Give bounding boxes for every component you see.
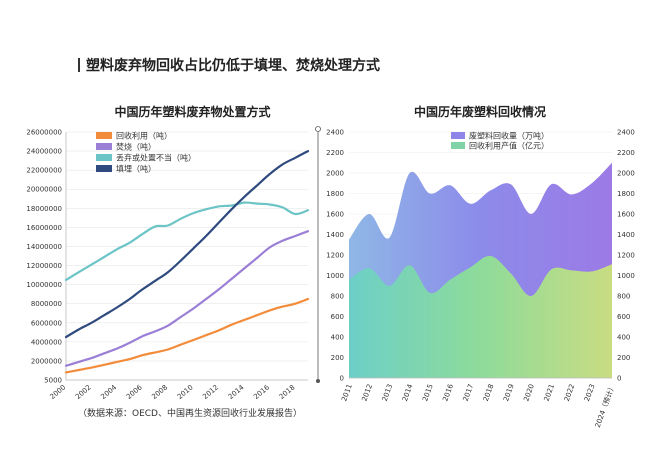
- chart2-y-left-tick-label: 1200: [326, 252, 344, 260]
- chart2-x-tick-label: 2023: [583, 383, 597, 402]
- chart2-y-right-tick-label: 0: [617, 375, 621, 383]
- page-title-text: 塑料废弃物回收占比仍低于填埋、焚烧处理方式: [86, 58, 380, 74]
- title-bar-decoration: [78, 58, 80, 72]
- chart2-y-right-tick-label: 1400: [617, 231, 635, 239]
- chart2-y-left-tick-label: 2200: [326, 149, 344, 157]
- chart1-y-tick-label: 6000000: [31, 319, 62, 327]
- chart1-legend-swatch-2: [96, 154, 112, 161]
- chart2-area-chart: 0200400600800100012001400160018002000220…: [315, 126, 635, 429]
- chart2-y-left-tick-label: 1400: [326, 231, 344, 239]
- chart2-series-area-1: [349, 255, 612, 378]
- chart1-legend-label-0: 回收利用（吨）: [116, 131, 172, 141]
- chart1-x-tick-label: 2012: [201, 383, 220, 401]
- chart1-legend-swatch-1: [96, 143, 112, 150]
- chart2-y-right-tick-label: 400: [617, 334, 630, 342]
- chart1-legend-label-2: 丢弃或处置不当（吨）: [116, 153, 196, 163]
- chart2-x-tick-label: 2021: [543, 383, 557, 402]
- chart1-legend-label-1: 焚烧（吨）: [116, 142, 156, 152]
- chart2-x-tick-label: 2016: [441, 382, 455, 402]
- chart2-x-tick-label: 2019: [502, 383, 516, 402]
- chart2-legend-swatch-1: [451, 142, 465, 149]
- chart2-x-tick-label: 2017: [462, 383, 476, 402]
- chart1-y-tick-label: 18000000: [26, 205, 62, 213]
- chart2-x-tick-label: 2020: [522, 383, 536, 402]
- chart2-title: 中国历年废塑料回收情况: [413, 105, 546, 119]
- chart1-y-tick-label: 22000000: [26, 167, 62, 175]
- chart2-x-tick-label: 2022: [563, 383, 577, 402]
- chart1-legend-swatch-0: [96, 132, 112, 139]
- chart2-x-tick-label: 2012: [360, 383, 374, 402]
- chart2-x-tick-label: 2018: [482, 383, 496, 402]
- chart2-y-left-tick-label: 200: [331, 354, 344, 362]
- chart1-x-tick-label: 2016: [252, 383, 271, 401]
- chart1-x-tick-label: 2014: [227, 383, 246, 401]
- chart1-series-line-2: [64, 201, 310, 281]
- chart1-x-tick-label: 2004: [99, 383, 118, 401]
- page-title: 塑料废弃物回收占比仍低于填埋、焚烧处理方式: [78, 55, 380, 75]
- chart1-x-tick-label: 2000: [48, 383, 67, 401]
- chart2-legend-swatch-0: [451, 132, 465, 139]
- chart2-y-left-tick-label: 1000: [326, 272, 344, 280]
- chart2-y-left-tick-label: 0: [340, 375, 344, 383]
- chart1-y-tick-label: 5000: [44, 377, 62, 385]
- chart1-y-tick-label: 16000000: [26, 224, 62, 232]
- chart1-line-chart: 5000 2000000 4000000 6000000 8000000 10000000…: [26, 129, 310, 401]
- chart2-legend-label-0: 废塑料回收量（万吨）: [469, 131, 549, 141]
- chart2-x-tick-label: 2013: [381, 383, 395, 402]
- chart2-y-left-tick-label: 800: [331, 293, 344, 301]
- chart1-x-tick-label: 2008: [150, 383, 169, 401]
- chart2-y-right-tick-label: 600: [617, 313, 630, 321]
- chart2-y-right-tick-label: 2000: [617, 170, 635, 178]
- chart2-y-left-tick-label: 400: [331, 334, 344, 342]
- source-note: （数据来源：OECD、中国再生资源回收行业发展报告）: [78, 409, 302, 419]
- chart2-y-left-tick-label: 1600: [326, 211, 344, 219]
- chart1-x-tick-label: 2010: [176, 383, 195, 401]
- chart1-y-tick-label: 2000000: [31, 357, 62, 365]
- chart2-legend-label-1: 回收利用产值（亿元）: [469, 141, 549, 151]
- chart2-y-left-tick-label: 600: [331, 313, 344, 321]
- chart1-y-tick-label: 8000000: [31, 300, 62, 308]
- chart2-y-right-tick-label: 200: [617, 354, 630, 362]
- chart1-y-tick-label: 12000000: [26, 262, 62, 270]
- chart1-series-line-0: [64, 297, 310, 374]
- chart-divider-top-marker: [315, 126, 321, 132]
- chart2-y-right-tick-label: 1000: [617, 272, 635, 280]
- chart2-y-right-tick-label: 2200: [617, 149, 635, 157]
- chart1-y-tick-label: 24000000: [26, 148, 62, 156]
- chart2-y-left-tick-label: 2400: [326, 129, 344, 137]
- chart1-series-line-3: [64, 150, 310, 339]
- chart1-title: 中国历年塑料废弃物处置方式: [114, 105, 271, 119]
- chart2-y-right-tick-label: 800: [617, 293, 630, 301]
- chart2-x-tick-label: 2014: [401, 382, 415, 402]
- chart1-legend-label-3: 填埋（吨）: [116, 164, 156, 174]
- chart2-y-right-tick-label: 2400: [617, 129, 635, 137]
- chart2-y-right-tick-label: 1800: [617, 190, 635, 198]
- chart1-x-tick-label: 2006: [125, 383, 144, 401]
- chart2-y-left-tick-label: 1800: [326, 190, 344, 198]
- chart1-x-tick-label: 2002: [74, 383, 93, 401]
- chart2-y-right-tick-label: 1200: [617, 252, 635, 260]
- chart1-y-tick-label: 20000000: [26, 186, 62, 194]
- chart1-y-tick-label: 4000000: [31, 338, 62, 346]
- chart2-x-tick-label: 2015: [421, 383, 435, 402]
- chart-divider-bottom-marker: [316, 379, 320, 383]
- chart1-x-tick-label: 2018: [278, 383, 297, 401]
- chart1-legend-swatch-3: [96, 165, 112, 172]
- chart1-series-line-1: [64, 230, 310, 367]
- chart1-y-tick-label: 14000000: [26, 243, 62, 251]
- chart1-y-tick-label: 10000000: [26, 281, 62, 289]
- chart2-y-right-tick-label: 1600: [617, 211, 635, 219]
- chart1-y-tick-label: 26000000: [26, 129, 62, 137]
- chart2-y-left-tick-label: 2000: [326, 170, 344, 178]
- chart2-x-tick-label: 2011: [340, 383, 354, 402]
- chart2-x-tick-label: 2024（预计）: [593, 383, 617, 429]
